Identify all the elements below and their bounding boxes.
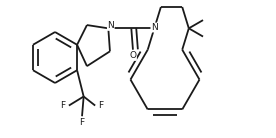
- Text: F: F: [60, 101, 66, 110]
- Text: N: N: [107, 21, 114, 30]
- Text: O: O: [129, 51, 136, 60]
- Text: N: N: [151, 23, 158, 32]
- Text: F: F: [98, 101, 104, 110]
- Text: F: F: [79, 118, 84, 127]
